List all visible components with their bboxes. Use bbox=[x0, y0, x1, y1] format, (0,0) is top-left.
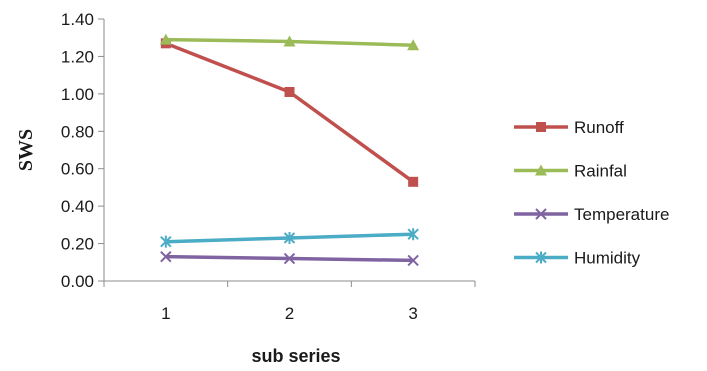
legend-marker bbox=[535, 251, 547, 264]
data-point bbox=[283, 35, 296, 47]
series-humidity bbox=[160, 228, 419, 248]
legend-marker bbox=[535, 164, 547, 176]
legend-item-runoff: Runoff bbox=[514, 118, 624, 137]
data-point bbox=[160, 235, 172, 248]
legend: Runoff Rainfal Temperature Humidity bbox=[514, 118, 669, 268]
series-rainfal bbox=[159, 33, 420, 51]
legend-label: Temperature bbox=[574, 205, 669, 224]
legend-item-temperature: Temperature bbox=[514, 205, 669, 224]
data-point bbox=[283, 231, 296, 244]
x-tick-label: 2 bbox=[285, 304, 294, 323]
legend-label: Runoff bbox=[574, 118, 624, 137]
x-axis-title: sub series bbox=[251, 346, 340, 366]
x-tick-label: 1 bbox=[161, 304, 170, 323]
y-tick-label: 0.20 bbox=[61, 235, 94, 254]
data-point bbox=[407, 254, 419, 267]
series-runoff bbox=[160, 38, 419, 187]
y-tick-label: 0.60 bbox=[61, 160, 94, 179]
data-point bbox=[407, 228, 419, 241]
y-tick-label: 1.00 bbox=[61, 85, 94, 104]
series-lines bbox=[159, 33, 420, 267]
y-axis: 0.00 0.20 0.40 0.60 0.80 1.00 1.20 1.40 bbox=[61, 10, 105, 291]
y-tick-label: 0.00 bbox=[61, 272, 94, 291]
y-axis-title: SWS bbox=[15, 129, 37, 171]
data-point bbox=[407, 39, 420, 51]
data-point bbox=[160, 250, 172, 263]
series-line bbox=[165, 41, 415, 184]
legend-marker bbox=[536, 122, 546, 132]
data-point bbox=[408, 176, 419, 187]
y-tick-label: 1.20 bbox=[61, 47, 94, 66]
data-point bbox=[283, 252, 296, 265]
x-axis: 1 2 3 bbox=[103, 280, 476, 323]
x-tick-label: 3 bbox=[408, 304, 417, 323]
data-point bbox=[159, 33, 172, 45]
legend-item-rainfal: Rainfal bbox=[514, 162, 627, 181]
series-temperature bbox=[160, 250, 419, 267]
y-tick-label: 0.40 bbox=[61, 197, 94, 216]
legend-item-humidity: Humidity bbox=[514, 249, 641, 268]
y-tick-label: 0.80 bbox=[61, 122, 94, 141]
legend-marker bbox=[535, 208, 547, 220]
data-point bbox=[284, 86, 295, 97]
legend-label: Rainfal bbox=[574, 162, 627, 181]
legend-label: Humidity bbox=[574, 249, 641, 268]
y-tick-label: 1.40 bbox=[61, 10, 94, 29]
